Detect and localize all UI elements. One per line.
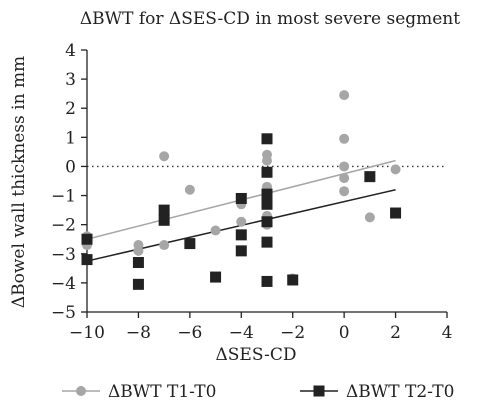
- data-point-circle: [159, 240, 170, 251]
- data-point-circle: [339, 186, 350, 197]
- data-point-square: [235, 245, 247, 257]
- legend-marker-t1: [76, 386, 86, 396]
- y-tick-label: 1: [65, 128, 76, 148]
- data-point-square: [235, 229, 247, 241]
- data-point-square: [158, 204, 170, 216]
- x-tick-label: 2: [390, 323, 401, 343]
- data-point-square: [261, 236, 273, 248]
- data-point-circle: [339, 90, 350, 101]
- data-point-square: [158, 214, 170, 226]
- legend: ΔBWT T1-T0 ΔBWT T2-T0: [62, 382, 454, 402]
- legend-item-t1: ΔBWT T1-T0: [62, 382, 216, 402]
- y-tick-label: 4: [65, 41, 76, 61]
- data-point-square: [261, 198, 273, 210]
- data-point-square: [210, 271, 222, 283]
- data-point-square: [261, 216, 273, 228]
- x-tick-label: −8: [126, 323, 151, 343]
- data-point-square: [81, 254, 93, 266]
- data-point-circle: [133, 245, 144, 256]
- data-point-square: [132, 278, 144, 290]
- x-tick-label: −6: [177, 323, 202, 343]
- data-point-square: [261, 188, 273, 200]
- data-point-square: [184, 238, 196, 250]
- data-points: [81, 90, 402, 290]
- y-tick-label: 3: [65, 70, 76, 90]
- data-point-circle: [339, 133, 350, 144]
- data-point-square: [390, 207, 402, 219]
- data-point-square: [81, 233, 93, 245]
- y-tick-label: −2: [51, 216, 76, 236]
- x-tick-label: 4: [442, 323, 453, 343]
- y-tick-label: −4: [51, 274, 76, 294]
- data-point-square: [132, 257, 144, 269]
- y-tick-label: −3: [51, 245, 76, 265]
- y-axis-label: ΔBowel wall thickness in mm: [9, 56, 29, 308]
- data-point-circle: [339, 161, 350, 172]
- y-tick-label: 0: [65, 157, 76, 177]
- series-t2-t0: [81, 133, 402, 290]
- data-point-square: [364, 171, 376, 183]
- data-point-circle: [262, 155, 272, 166]
- y-tick-label: 2: [65, 99, 76, 119]
- data-point-square: [235, 192, 247, 204]
- x-tick-label: −4: [229, 323, 254, 343]
- y-tick-label: −1: [51, 187, 76, 207]
- x-tick-label: −10: [69, 323, 105, 343]
- x-tick-label: 0: [339, 323, 350, 343]
- data-point-square: [261, 133, 273, 145]
- x-tick-label: −2: [280, 323, 305, 343]
- data-point-square: [287, 274, 299, 286]
- legend-label-t2: ΔBWT T2-T0: [346, 382, 454, 402]
- legend-label-t1: ΔBWT T1-T0: [108, 382, 216, 402]
- data-point-square: [261, 166, 273, 178]
- data-point-circle: [339, 173, 350, 184]
- chart-title: ΔBWT for ΔSES-CD in most severe segment: [80, 9, 460, 29]
- data-point-circle: [390, 164, 401, 175]
- data-point-circle: [184, 184, 195, 195]
- data-point-circle: [159, 151, 170, 162]
- y-tick-label: −5: [51, 303, 76, 323]
- data-point-circle: [236, 216, 247, 227]
- x-axis-label: ΔSES-CD: [216, 345, 297, 365]
- data-point-circle: [210, 225, 221, 236]
- legend-item-t2: ΔBWT T2-T0: [300, 382, 454, 402]
- data-point-square: [261, 275, 273, 287]
- data-point-circle: [364, 212, 375, 223]
- legend-marker-t2: [313, 385, 325, 397]
